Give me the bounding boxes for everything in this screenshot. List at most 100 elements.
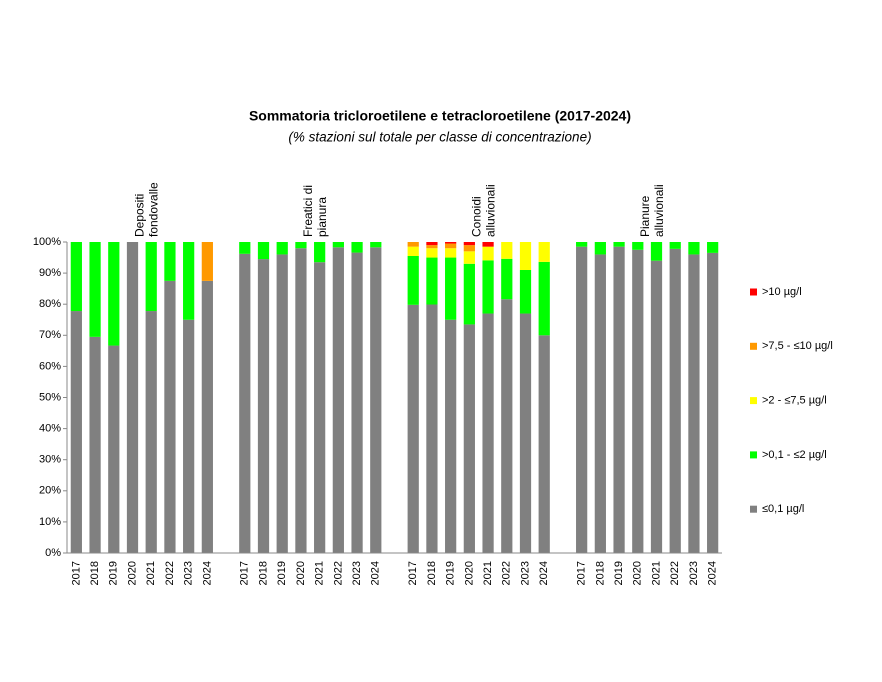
x-tick-label: 2018: [257, 561, 269, 585]
y-tick-label: 30%: [39, 454, 61, 466]
x-tick-label: 2017: [576, 561, 588, 585]
chart-subtitle: (% stazioni sul totale per classe di con…: [288, 130, 591, 145]
x-tick-label: 2019: [108, 561, 120, 585]
legend-swatch: [750, 288, 757, 296]
y-tick-label: 90%: [39, 267, 61, 279]
bar-segment: [613, 246, 625, 554]
x-tick-label: 2022: [669, 561, 681, 585]
group-label: alluvionali: [484, 184, 498, 237]
bar-segment: [445, 257, 457, 320]
legend-swatch: [750, 342, 757, 350]
x-tick-label: 2021: [650, 561, 662, 585]
bar-segment: [576, 246, 588, 554]
x-tick-label: 2020: [463, 561, 475, 585]
x-tick-label: 2024: [201, 561, 213, 585]
group-label: Freatici di: [301, 185, 315, 237]
bar-segment: [519, 242, 532, 270]
bar-segment: [538, 261, 550, 336]
bar-segment: [482, 313, 494, 553]
bar-segment: [407, 304, 419, 553]
bar-segment: [201, 242, 213, 281]
bar-segment: [501, 242, 513, 259]
x-tick-label: 2021: [145, 561, 157, 585]
legend-label: ≤0,1 µg/l: [762, 503, 804, 515]
bar-segment: [632, 249, 644, 553]
bar-segment: [519, 313, 532, 553]
bar-segment: [632, 242, 644, 250]
y-tick-label: 60%: [39, 360, 61, 372]
y-tick-label: 40%: [39, 423, 61, 435]
bar-segment: [538, 242, 550, 262]
bar-segment: [145, 242, 157, 312]
bar-segment: [463, 324, 475, 553]
legend-swatch: [750, 397, 757, 405]
bar-segment: [70, 311, 82, 553]
bar-segment: [426, 242, 438, 246]
y-tick-label: 70%: [39, 329, 61, 341]
bar-segment: [314, 262, 326, 553]
bar-segment: [126, 242, 139, 553]
y-tick-label: 100%: [33, 236, 61, 248]
bar-segment: [688, 242, 700, 255]
bar-segment: [183, 319, 195, 553]
bar-segment: [239, 242, 251, 254]
x-tick-label: 2022: [164, 561, 176, 585]
bar-segment: [519, 269, 532, 314]
legend-label: >7,5 - ≤10 µg/l: [762, 340, 833, 352]
x-tick-label: 2021: [482, 561, 494, 585]
y-tick-label: 80%: [39, 298, 61, 310]
bar-segment: [463, 245, 475, 252]
x-tick-label: 2023: [351, 561, 363, 585]
bar-segment: [463, 263, 475, 325]
group-label: fondovalle: [147, 182, 161, 237]
bar-segment: [164, 242, 176, 281]
bar-segment: [576, 242, 588, 247]
y-tick-label: 0%: [45, 547, 61, 559]
bar-segment: [482, 260, 494, 314]
x-tick-label: 2020: [632, 561, 644, 585]
bar-segment: [201, 280, 213, 553]
y-tick-label: 50%: [39, 391, 61, 403]
bar-segment: [426, 245, 438, 249]
bar-segment: [613, 242, 625, 247]
x-tick-label: 2023: [519, 561, 531, 585]
bar-segment: [650, 260, 663, 553]
bar-segment: [445, 248, 457, 258]
bar-segment: [707, 242, 719, 253]
x-tick-label: 2022: [501, 561, 513, 585]
bar-segment: [501, 299, 513, 553]
group-label: alluvionali: [652, 184, 666, 237]
bar-segment: [445, 243, 457, 249]
y-tick-label: 20%: [39, 485, 61, 497]
x-tick-label: 2017: [70, 561, 82, 585]
bar-segment: [426, 304, 438, 553]
legend-swatch: [750, 451, 757, 459]
bar-segment: [669, 248, 681, 554]
bar-segment: [145, 311, 157, 553]
x-tick-label: 2018: [426, 561, 438, 585]
x-tick-label: 2023: [183, 561, 195, 585]
y-tick-label: 10%: [39, 516, 61, 528]
bar-segment: [688, 254, 700, 553]
bar-segment: [501, 258, 513, 300]
chart-title: Sommatoria tricloroetilene e tetracloroe…: [249, 108, 631, 124]
x-tick-label: 2019: [445, 561, 457, 585]
bar-segment: [257, 242, 270, 260]
x-tick-label: 2018: [89, 561, 101, 585]
x-tick-label: 2019: [276, 561, 288, 585]
bar-segment: [669, 242, 681, 249]
bar-segment: [70, 242, 82, 312]
bar-segment: [445, 319, 457, 553]
bar-segment: [650, 242, 663, 261]
bar-segment: [314, 242, 326, 263]
legend-label: >2 - ≤7,5 µg/l: [762, 395, 827, 407]
bar-segment: [445, 242, 457, 244]
bar-segment: [295, 242, 307, 249]
group-label: Conoidi: [470, 196, 484, 237]
x-tick-label: 2022: [332, 561, 344, 585]
bar-segment: [370, 247, 382, 554]
legend-label: >0,1 - ≤2 µg/l: [762, 449, 827, 461]
bar-segment: [108, 242, 120, 346]
bar-segment: [89, 242, 101, 337]
